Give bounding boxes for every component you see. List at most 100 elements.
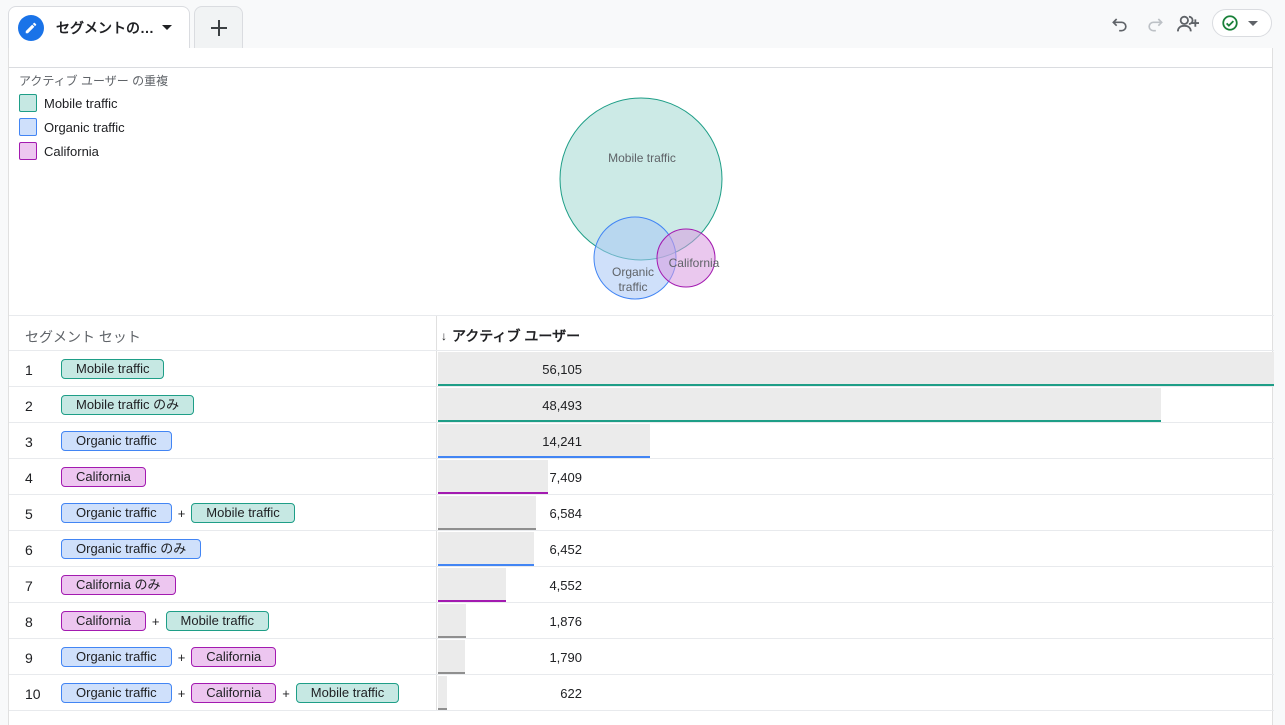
- active-users-value: 56,105: [542, 362, 582, 377]
- segment-chips: Organic traffic のみ: [61, 539, 202, 559]
- active-users-value: 1,790: [549, 650, 582, 665]
- value-bar-underline: [438, 384, 1274, 386]
- segment-chips: Organic traffic + California + Mobile traffi…: [61, 683, 400, 703]
- segment-chip-organic[interactable]: Organic traffic: [61, 683, 172, 703]
- segment-chip-mobile[interactable]: Mobile traffic: [191, 503, 295, 523]
- table-row[interactable]: 4 California 7,409: [9, 459, 1274, 495]
- venn-label-mobile: Mobile traffic: [608, 151, 676, 165]
- table-row[interactable]: 9 Organic traffic + California 1,790: [9, 639, 1274, 675]
- row-number: 5: [25, 506, 33, 522]
- plus-separator: +: [177, 505, 186, 521]
- chevron-down-icon: [1248, 20, 1258, 26]
- value-bar-underline: [438, 456, 650, 458]
- table-row[interactable]: 5 Organic traffic + Mobile traffic 6,584: [9, 495, 1274, 531]
- legend-label: Organic traffic: [44, 119, 125, 135]
- active-users-value: 1,876: [549, 614, 582, 629]
- table-body: 1 Mobile traffic 56,105 2 Mobile traffic のみ 4…: [9, 351, 1274, 711]
- plus-separator: +: [177, 649, 186, 665]
- table-row[interactable]: 3 Organic traffic 14,241: [9, 423, 1274, 459]
- segment-chips: Mobile traffic のみ: [61, 395, 195, 415]
- edit-icon[interactable]: [18, 14, 44, 41]
- legend-item-mobile[interactable]: Mobile traffic: [19, 91, 125, 115]
- redo-icon[interactable]: [1143, 12, 1167, 36]
- value-bar-underline: [438, 492, 548, 494]
- segment-chip-organic[interactable]: Organic traffic: [61, 503, 172, 523]
- plus-separator: +: [151, 613, 160, 629]
- undo-icon[interactable]: [1108, 12, 1132, 36]
- active-users-value: 622: [560, 686, 582, 701]
- segment-chips: California: [61, 467, 146, 487]
- segment-chip-california[interactable]: California: [61, 611, 146, 631]
- chevron-down-icon[interactable]: [162, 25, 172, 30]
- segment-chip-california[interactable]: California: [191, 647, 277, 667]
- segment-chips: Organic traffic + California: [61, 647, 277, 667]
- value-bar: [438, 568, 506, 602]
- venn-label-california: California: [669, 256, 720, 270]
- table-row[interactable]: 10 Organic traffic + California + Mobile traf…: [9, 675, 1274, 711]
- venn-circle-california[interactable]: [656, 228, 716, 288]
- plus-icon: [210, 19, 227, 36]
- table-row[interactable]: 6 Organic traffic のみ 6,452: [9, 531, 1274, 567]
- share-user-icon[interactable]: [1176, 12, 1200, 36]
- active-users-value: 14,241: [542, 434, 582, 449]
- row-number: 4: [25, 470, 33, 486]
- legend-item-california[interactable]: California: [19, 139, 125, 163]
- value-bar-underline: [438, 600, 506, 602]
- value-bar: [438, 352, 1274, 386]
- row-number: 10: [25, 686, 41, 702]
- row-number: 1: [25, 362, 33, 378]
- table-row[interactable]: 8 California + Mobile traffic 1,876: [9, 603, 1274, 639]
- row-number: 2: [25, 398, 33, 414]
- segment-chip-mobile[interactable]: Mobile traffic: [165, 611, 269, 631]
- row-number: 8: [25, 614, 33, 630]
- legend-item-organic[interactable]: Organic traffic: [19, 115, 125, 139]
- exploration-panel: アクティブ ユーザー の重複 Mobile traffic Organic tr…: [8, 48, 1274, 725]
- row-number: 7: [25, 578, 33, 594]
- table-row[interactable]: 7 California のみ 4,552: [9, 567, 1274, 603]
- value-bar-underline: [438, 420, 1161, 422]
- value-bar: [438, 676, 447, 710]
- segment-chip-mobile[interactable]: Mobile traffic: [61, 359, 165, 379]
- segment-chip-organic[interactable]: Organic traffic: [61, 431, 172, 451]
- value-bar-underline: [438, 708, 447, 710]
- value-bar: [438, 640, 465, 674]
- segment-chips: Organic traffic: [61, 431, 172, 451]
- active-users-value: 48,493: [542, 398, 582, 413]
- top-bar: セグメントの…: [0, 0, 1285, 48]
- segment-chip-california[interactable]: California: [61, 467, 146, 487]
- sort-arrow-icon: ↓: [441, 329, 447, 343]
- chart-title: アクティブ ユーザー の重複: [19, 74, 169, 88]
- segment-chips: California のみ: [61, 575, 176, 595]
- table-row[interactable]: 1 Mobile traffic 56,105: [9, 351, 1274, 387]
- row-number: 6: [25, 542, 33, 558]
- legend-swatch: [19, 94, 37, 112]
- add-tab-button[interactable]: [194, 6, 243, 48]
- value-bar-underline: [438, 528, 536, 530]
- active-users-value: 7,409: [549, 470, 582, 485]
- value-bar: [438, 496, 536, 530]
- check-circle-icon: [1222, 15, 1238, 31]
- segment-chip-california[interactable]: California: [191, 683, 277, 703]
- segment-table: セグメント セット ↓ アクティブ ユーザー 1 Mobile traffic 56…: [9, 315, 1274, 711]
- column-divider: [436, 315, 437, 710]
- divider: [9, 67, 1272, 68]
- segment-chip-mobile[interactable]: Mobile traffic のみ: [61, 395, 195, 415]
- segment-chip-organic[interactable]: Organic traffic のみ: [61, 539, 202, 559]
- column-header-active-users[interactable]: ↓ アクティブ ユーザー: [441, 326, 580, 346]
- table-row[interactable]: 2 Mobile traffic のみ 48,493: [9, 387, 1274, 423]
- segment-chip-mobile[interactable]: Mobile traffic: [295, 683, 400, 703]
- plus-separator: +: [177, 685, 186, 701]
- tab-segment-overlap[interactable]: セグメントの…: [8, 6, 190, 48]
- column-header-label: アクティブ ユーザー: [452, 328, 581, 344]
- segment-chips: California + Mobile traffic: [61, 611, 269, 631]
- row-number: 3: [25, 434, 33, 450]
- segment-chips: Organic traffic + Mobile traffic: [61, 503, 295, 523]
- status-dropdown[interactable]: [1212, 9, 1272, 37]
- legend: Mobile traffic Organic traffic Californi…: [19, 91, 125, 163]
- venn-diagram: Mobile traffic Organic traffic Californi…: [559, 97, 723, 300]
- segment-chip-organic[interactable]: Organic traffic: [61, 647, 172, 667]
- segment-chip-california[interactable]: California のみ: [61, 575, 176, 595]
- column-header-segment-set: セグメント セット: [25, 329, 141, 345]
- value-bar: [438, 424, 650, 458]
- legend-label: California: [44, 143, 99, 159]
